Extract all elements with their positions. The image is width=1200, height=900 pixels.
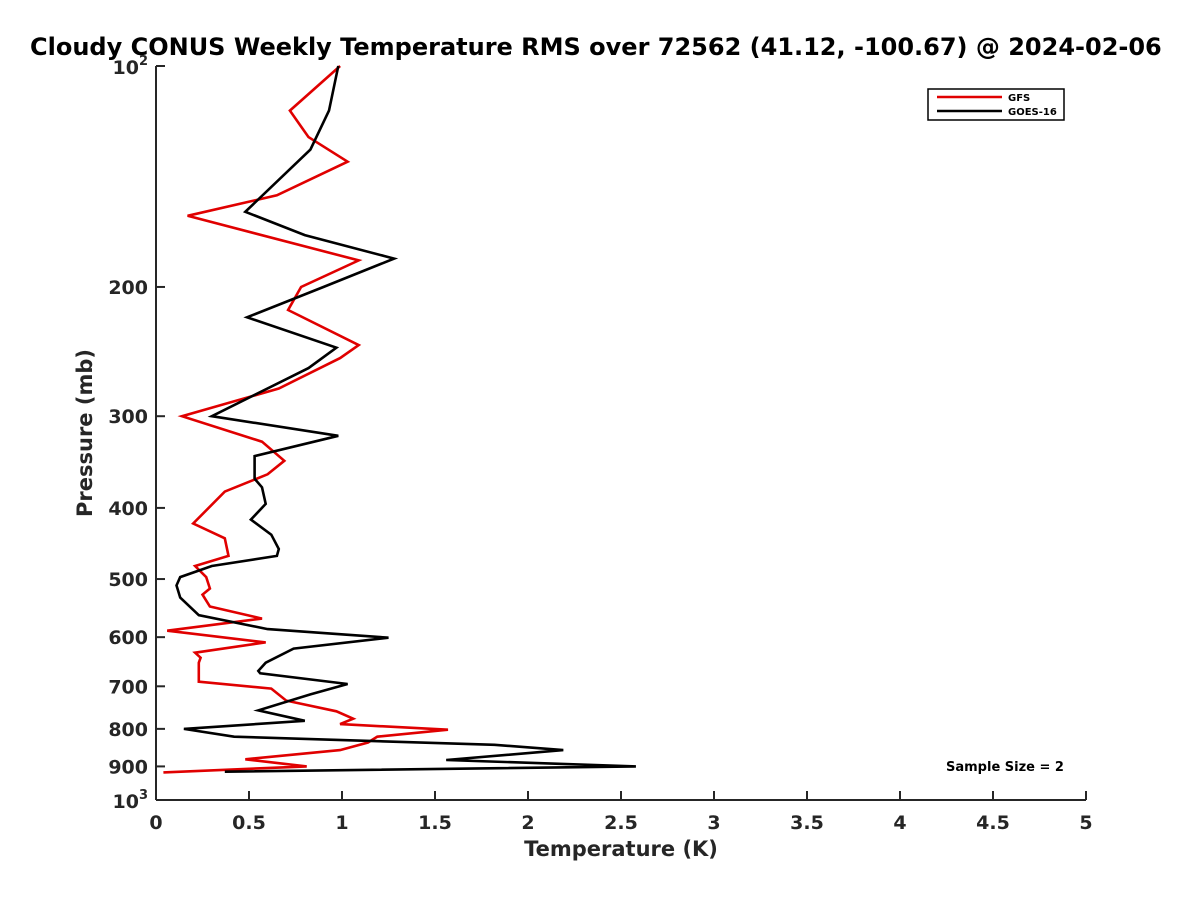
x-axis-ticks: 0 0.5 1 1.5 2 2.5 3 3.5 4 4.5 5 bbox=[149, 791, 1093, 834]
x-tick-label: 1.5 bbox=[418, 812, 452, 834]
x-tick-label: 4 bbox=[893, 812, 906, 834]
x-tick-label: 0.5 bbox=[232, 812, 266, 834]
y-tick-label: 800 bbox=[108, 719, 148, 741]
y-tick-label: 600 bbox=[108, 627, 148, 649]
chart-title: Cloudy CONUS Weekly Temperature RMS over… bbox=[30, 33, 1162, 61]
x-tick-label: 3 bbox=[707, 812, 720, 834]
y-tick-label-base: 10 bbox=[113, 57, 139, 79]
legend: GFS GOES-16 bbox=[927, 88, 1065, 121]
sample-size-annotation: Sample Size = 2 bbox=[946, 760, 1064, 775]
x-tick-label: 3.5 bbox=[790, 812, 824, 834]
series-line-goes-16 bbox=[175, 65, 636, 773]
y-tick-label: 500 bbox=[108, 569, 148, 591]
series-line-gfs bbox=[163, 65, 449, 774]
x-tick-label: 4.5 bbox=[976, 812, 1010, 834]
x-tick-label: 1 bbox=[335, 812, 348, 834]
x-tick-label: 2 bbox=[521, 812, 534, 834]
legend-label-gfs: GFS bbox=[1008, 93, 1030, 104]
y-tick-label: 700 bbox=[108, 676, 148, 698]
y-tick-label: 102 bbox=[113, 54, 149, 79]
x-axis-label: Temperature (K) bbox=[524, 837, 718, 861]
x-tick-label: 2.5 bbox=[604, 812, 638, 834]
y-tick-label-exponent: 3 bbox=[139, 788, 148, 803]
x-tick-label: 5 bbox=[1079, 812, 1092, 834]
y-tick-label-exponent: 2 bbox=[139, 54, 148, 69]
y-axis-label: Pressure (mb) bbox=[73, 349, 97, 517]
y-tick-label: 300 bbox=[108, 406, 148, 428]
y-tick-label: 200 bbox=[108, 277, 148, 299]
legend-box bbox=[927, 88, 1065, 121]
y-tick-label: 103 bbox=[113, 788, 149, 813]
y-tick-label: 900 bbox=[108, 756, 148, 778]
y-tick-label: 400 bbox=[108, 498, 148, 520]
x-tick-label: 0 bbox=[149, 812, 162, 834]
y-tick-label-base: 10 bbox=[113, 791, 139, 813]
legend-label-goes16: GOES-16 bbox=[1008, 107, 1057, 118]
series-layer bbox=[163, 65, 636, 774]
